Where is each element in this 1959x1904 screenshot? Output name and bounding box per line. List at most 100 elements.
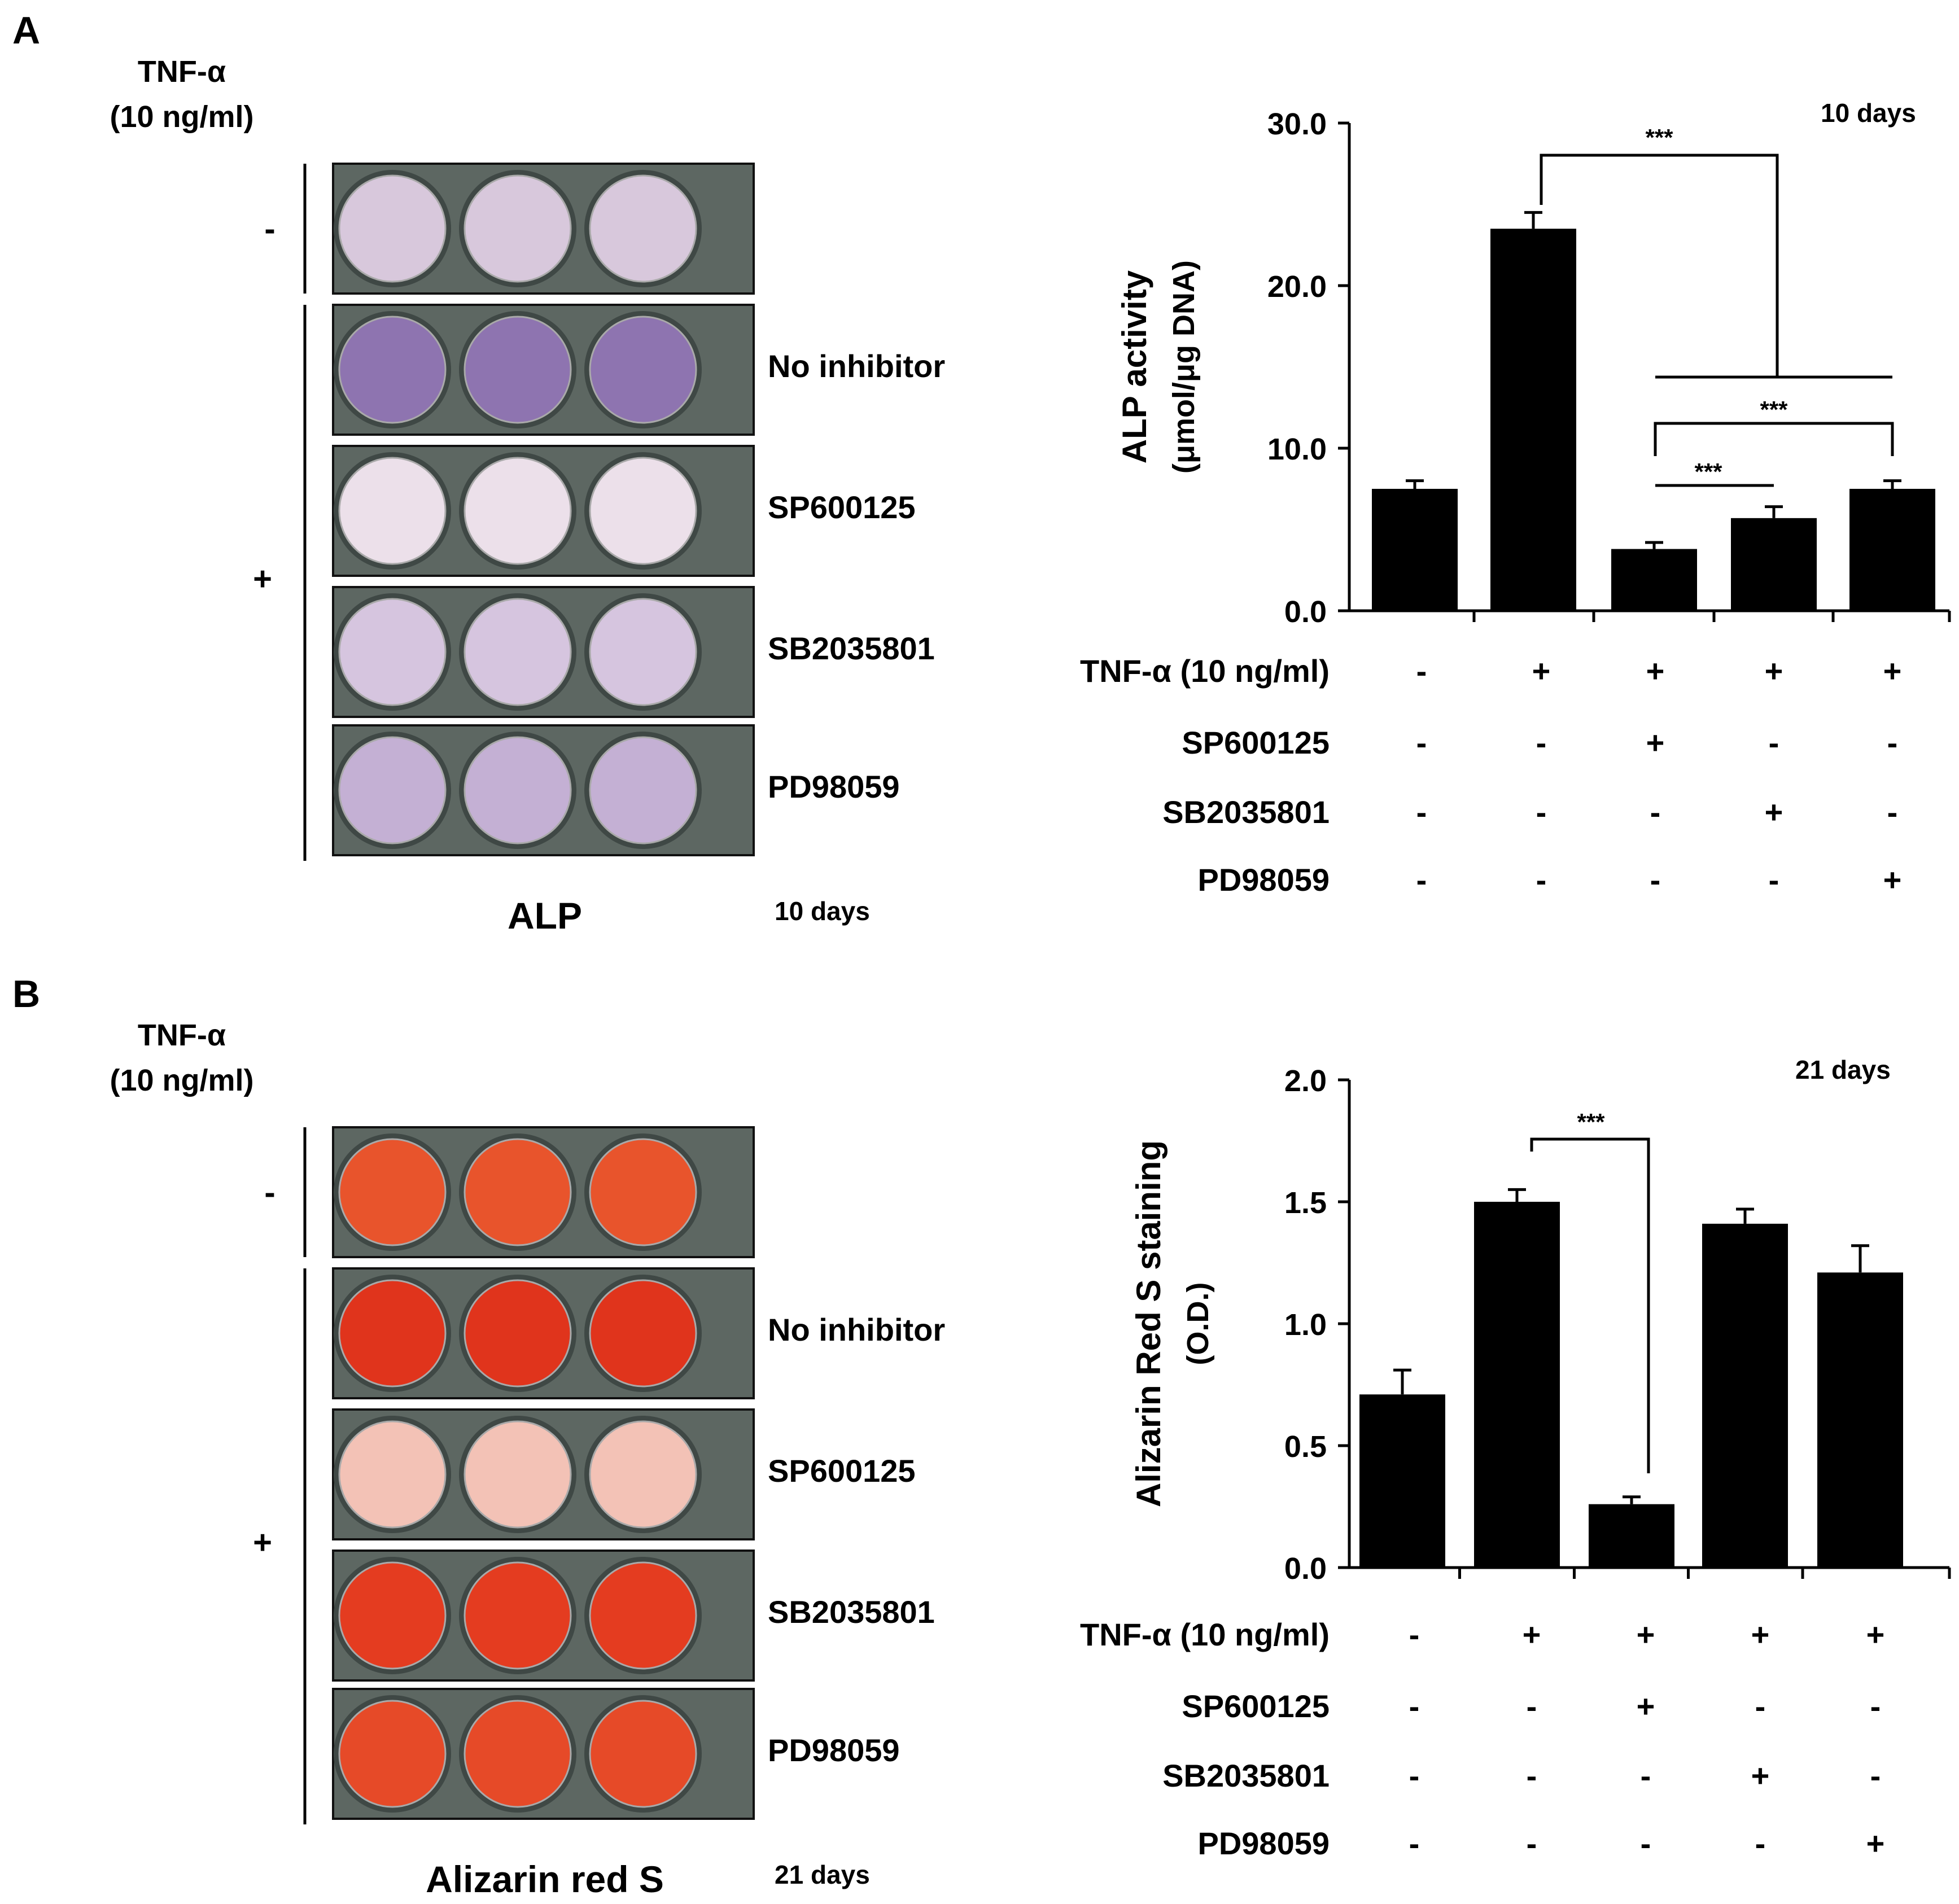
row-label: SP600125 — [768, 1453, 916, 1489]
y-tick-label: 1.0 — [1284, 1308, 1327, 1342]
row-label: SP600125 — [768, 489, 916, 525]
well-stain — [338, 457, 447, 565]
plate-duration: 21 days — [775, 1860, 870, 1889]
significance-label: *** — [1645, 124, 1673, 151]
treated-sign: + — [253, 1524, 272, 1561]
y-axis-unit: (O.D.) — [1181, 1283, 1215, 1365]
condition-sign: - — [1409, 1826, 1420, 1861]
row-label: No inhibitor — [768, 1312, 945, 1347]
condition-label: PD98059 — [1197, 862, 1330, 898]
y-tick-label: 1.5 — [1284, 1186, 1327, 1220]
y-tick-label: 0.5 — [1284, 1430, 1327, 1464]
well-stain — [338, 1561, 447, 1670]
well-stain — [589, 316, 697, 424]
bar-chart: 0.0 10.0 20.0 30.0 ALP activity (μmol/μg DNA)… — [1080, 98, 1951, 898]
bar-chart: 0.0 0.5 1.0 1.5 2.0 Alizarin Red S staining (O… — [1080, 1055, 1951, 1861]
well-stain — [338, 598, 447, 706]
bar — [1849, 489, 1935, 611]
y-axis-label: Alizarin Red S staining — [1130, 1140, 1167, 1507]
row-label: No inhibitor — [768, 348, 945, 384]
condition-sign: - — [1416, 653, 1427, 689]
bar — [1372, 489, 1458, 611]
condition-label: TNF-α (10 ng/ml) — [1080, 653, 1330, 689]
condition-sign: - — [1536, 725, 1547, 760]
condition-sign: + — [1866, 1617, 1885, 1652]
well-stain — [338, 1138, 447, 1246]
condition-sign: - — [1527, 1688, 1537, 1724]
y-tick-label: 10.0 — [1267, 432, 1327, 466]
stain-label: Alizarin red S — [426, 1858, 664, 1900]
condition-label: SB2035801 — [1162, 794, 1330, 830]
condition-sign: + — [1866, 1826, 1885, 1861]
well-stain — [589, 1420, 697, 1529]
y-axis-label: ALP activity — [1116, 270, 1153, 463]
condition-sign: - — [1416, 794, 1427, 830]
treatment-concentration: (10 ng/ml) — [110, 1063, 253, 1097]
condition-sign: + — [1751, 1758, 1770, 1793]
bar — [1611, 549, 1697, 611]
well-stain — [589, 1561, 697, 1670]
well-stain — [463, 174, 572, 283]
condition-sign: + — [1646, 725, 1665, 760]
well-stain — [338, 736, 447, 844]
significance-label: *** — [1760, 396, 1788, 423]
condition-sign: + — [1637, 1617, 1655, 1652]
well-stain — [589, 736, 697, 844]
well-stain — [338, 316, 447, 424]
well-stain — [589, 457, 697, 565]
untreated-sign: - — [264, 211, 275, 247]
condition-sign: - — [1641, 1758, 1651, 1793]
plate-duration: 10 days — [775, 896, 870, 926]
condition-sign: - — [1641, 1826, 1651, 1861]
well-stain — [463, 736, 572, 844]
chart-title: 10 days — [1821, 98, 1916, 128]
y-tick-label: 30.0 — [1267, 107, 1327, 141]
panel-letter: A — [12, 9, 40, 52]
stain-label: ALP — [508, 895, 582, 936]
condition-sign: + — [1765, 794, 1783, 830]
condition-sign: - — [1650, 794, 1661, 830]
y-axis-unit: (μmol/μg DNA) — [1167, 260, 1201, 474]
condition-sign: + — [1883, 653, 1902, 689]
condition-sign: + — [1646, 653, 1665, 689]
well-stain — [338, 174, 447, 283]
condition-sign: - — [1755, 1688, 1766, 1724]
condition-sign: + — [1751, 1617, 1770, 1652]
condition-sign: - — [1416, 725, 1427, 760]
condition-sign: - — [1650, 862, 1661, 898]
condition-sign: - — [1409, 1688, 1420, 1724]
condition-sign: - — [1536, 794, 1547, 830]
bar — [1702, 1223, 1788, 1568]
well-stain — [463, 1279, 572, 1387]
condition-sign: + — [1523, 1617, 1541, 1652]
condition-sign: - — [1409, 1758, 1420, 1793]
condition-sign: + — [1637, 1688, 1655, 1724]
bar — [1817, 1272, 1903, 1568]
treatment-concentration: (10 ng/ml) — [110, 100, 253, 134]
condition-sign: - — [1527, 1826, 1537, 1861]
well-stain — [463, 457, 572, 565]
condition-label: SP600125 — [1182, 725, 1330, 760]
condition-sign: + — [1532, 653, 1551, 689]
condition-sign: - — [1755, 1826, 1766, 1861]
bar — [1490, 229, 1576, 611]
condition-sign: - — [1409, 1617, 1420, 1652]
untreated-sign: - — [264, 1174, 275, 1211]
row-label: SB2035801 — [768, 1594, 935, 1630]
row-label: PD98059 — [768, 1732, 900, 1768]
condition-sign: - — [1527, 1758, 1537, 1793]
significance-label: *** — [1577, 1109, 1605, 1135]
condition-sign: - — [1769, 725, 1779, 760]
condition-sign: - — [1870, 1758, 1881, 1793]
significance-bracket — [1654, 422, 1894, 456]
well-stain — [338, 1700, 447, 1808]
treated-sign: + — [253, 561, 272, 597]
condition-label: SB2035801 — [1162, 1758, 1330, 1793]
condition-sign: + — [1883, 862, 1902, 898]
significance-bracket — [1540, 154, 1779, 377]
well-stain — [589, 598, 697, 706]
well-stain — [463, 316, 572, 424]
panel-b: B TNF-α (10 ng/ml) - + No inhibitor SP600125 SB… — [12, 973, 1951, 1900]
significance-label: *** — [1694, 458, 1722, 485]
well-stain — [338, 1279, 447, 1387]
